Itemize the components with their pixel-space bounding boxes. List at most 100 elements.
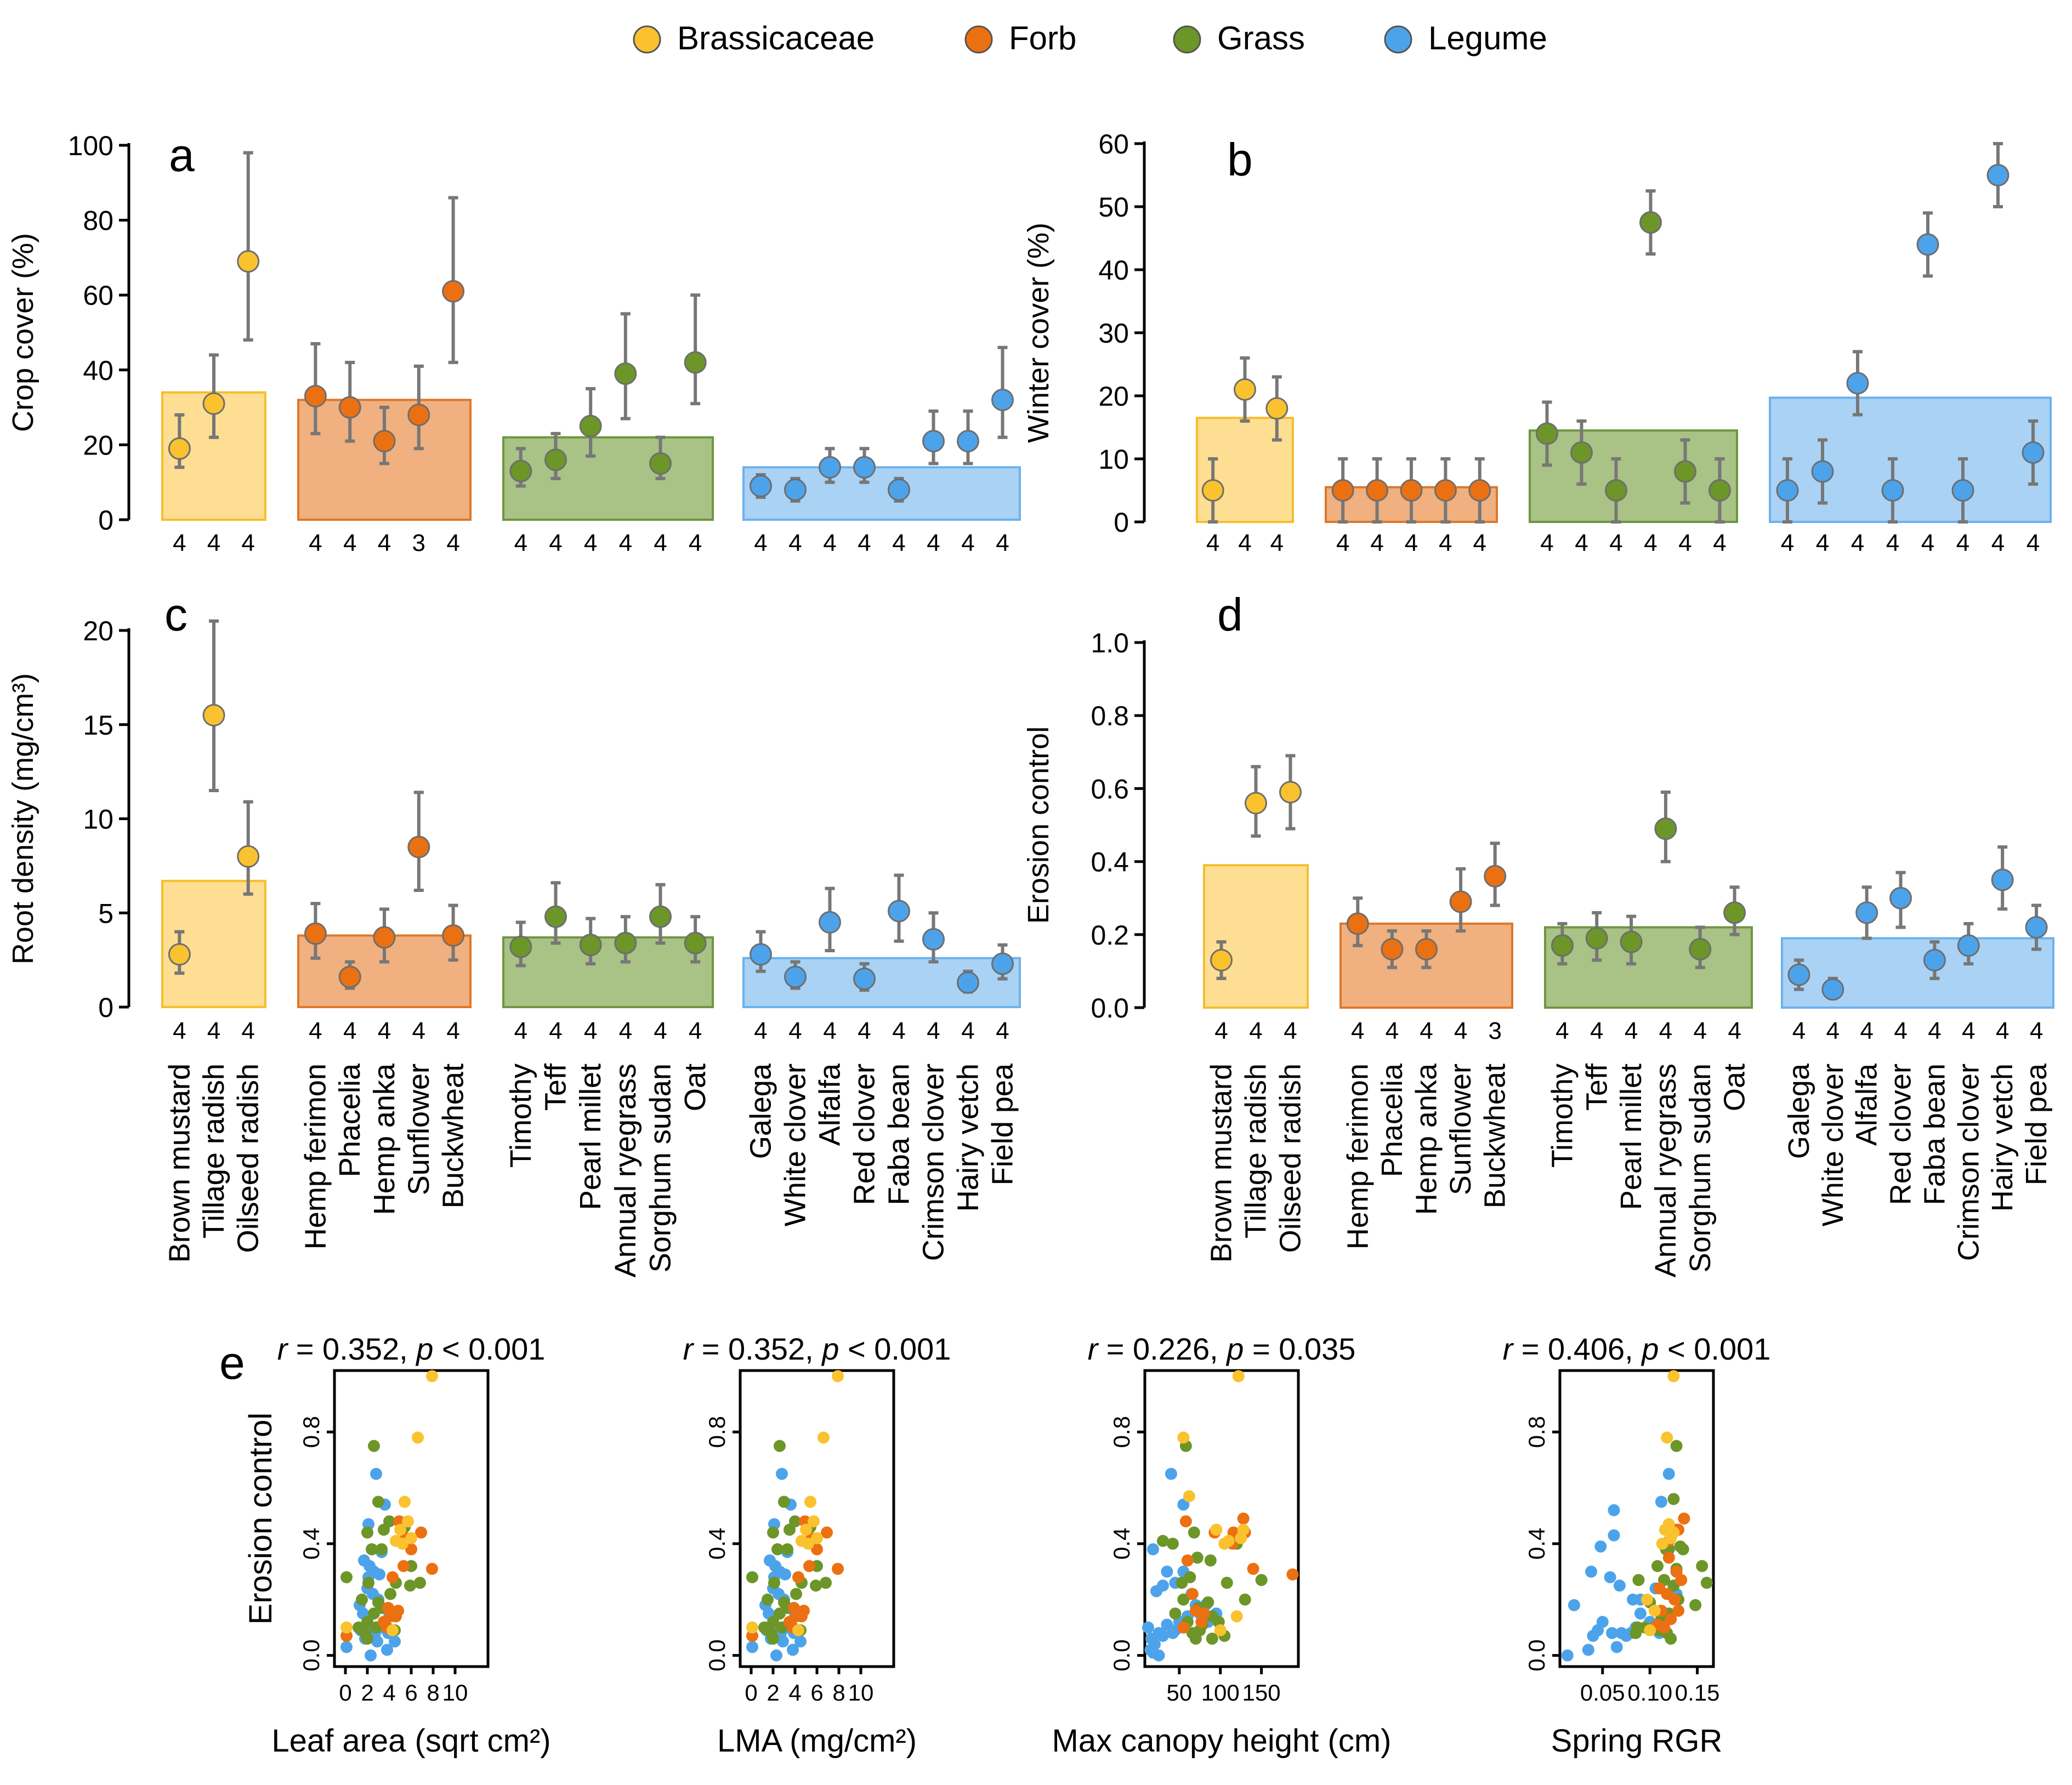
species-label: Faba bean [1918, 1064, 1951, 1205]
stat-r-symbol: r [1088, 1332, 1099, 1366]
scatter-point-brassicaceae [1232, 1370, 1245, 1383]
scatter-point-legume [1608, 1504, 1620, 1516]
species-label: Hemp ferimon [299, 1064, 332, 1249]
species-label: Timothy [1546, 1064, 1579, 1168]
scatter-point-forb [1653, 1582, 1666, 1595]
scatter-point-legume [794, 1635, 807, 1648]
species-label: Oilseed radish [232, 1064, 265, 1253]
sample-size-label: 4 [1991, 530, 2005, 556]
scatter-point-brassicaceae [1214, 1624, 1227, 1636]
scatter-point-legume [365, 1649, 377, 1662]
scatter-point-grass [1239, 1593, 1251, 1606]
scatter-point-legume [1146, 1543, 1159, 1556]
scatter-point-brassicaceae [340, 1621, 353, 1634]
stat-r-symbol: r [683, 1332, 695, 1366]
scatter-point-brassicaceae [832, 1370, 844, 1383]
data-point-brassicaceae [202, 392, 225, 415]
data-point-legume [1787, 963, 1810, 986]
data-point-brassicaceae [237, 845, 260, 868]
scatter-point-grass [810, 1579, 822, 1592]
species-label: Brown mustard [163, 1064, 196, 1263]
scatter-point-grass [1177, 1593, 1190, 1606]
scatter-point-grass [404, 1579, 416, 1592]
data-point-legume [922, 928, 945, 951]
scatter-point-forb [803, 1560, 815, 1572]
scatter-point-forb [1197, 1607, 1210, 1620]
sample-size-label: 4 [788, 530, 802, 556]
y-tick-label: 0.4 [1091, 847, 1129, 878]
scatter-point-forb [1662, 1551, 1675, 1564]
scatter-point-brassicaceae [1183, 1490, 1195, 1503]
sample-size-label: 4 [1678, 530, 1691, 556]
scatter-point-grass [383, 1515, 395, 1528]
data-point-forb [442, 924, 465, 947]
scatter-point-brassicaceae [1667, 1370, 1680, 1383]
scatter-point-forb [387, 1571, 399, 1583]
family-mean-bar-grass [1529, 429, 1738, 523]
scatter-point-grass [1156, 1534, 1169, 1547]
x-tick-label: 4 [788, 1680, 801, 1706]
data-point-brassicaceae [237, 250, 260, 273]
scatter-point-grass [1184, 1571, 1196, 1583]
family-mean-bar-grass [502, 936, 714, 1009]
y-tick-label: 5 [98, 898, 113, 929]
panel-label: b [1227, 134, 1253, 185]
scatter-point-forb [832, 1562, 844, 1575]
scatter-point-grass [767, 1526, 779, 1539]
sample-size-label: 4 [1270, 530, 1284, 556]
scatter-point-grass [1202, 1596, 1214, 1608]
scatter-point-brassicaceae [1667, 1526, 1680, 1539]
y-tick-label: 0.0 [704, 1639, 730, 1671]
species-label: Teff [1580, 1063, 1613, 1111]
scatter-point-grass [376, 1543, 388, 1556]
legend-swatch-forb [964, 25, 993, 54]
x-tick-label: 10 [442, 1680, 468, 1706]
sample-size-label: 4 [823, 1017, 836, 1044]
scatter-point-forb [1670, 1565, 1683, 1578]
x-tick-label: 0.05 [1580, 1680, 1625, 1706]
y-tick-label: 0.4 [1109, 1528, 1134, 1560]
data-point-legume [888, 900, 910, 923]
data-point-legume [991, 952, 1014, 975]
data-point-legume [1957, 934, 1980, 957]
y-tick-label: 100 [68, 130, 113, 161]
scatter-point-forb [1177, 1621, 1190, 1634]
correlation-title: r = 0.226, p = 0.035 [1088, 1332, 1356, 1366]
scatter-point-grass [762, 1593, 774, 1606]
data-point-forb [338, 965, 361, 988]
correlation-title: r = 0.352, p < 0.001 [683, 1332, 951, 1366]
data-point-grass [1674, 460, 1696, 483]
species-label: Galega [1783, 1063, 1815, 1159]
species-label: Timothy [504, 1064, 537, 1168]
species-label: Buckwheat [437, 1064, 470, 1208]
sample-size-label: 4 [1206, 530, 1219, 556]
scatter-point-legume [1662, 1468, 1675, 1480]
sample-size-label: 4 [1625, 1017, 1638, 1044]
data-point-grass [1654, 817, 1677, 840]
panel-label: e [219, 1337, 245, 1389]
scatter-point-brassicaceae [426, 1370, 438, 1383]
species-label: Pearl millet [574, 1064, 607, 1210]
scatter-point-legume [1655, 1496, 1667, 1508]
stat-p-value: < 0.001 [433, 1332, 545, 1366]
x-tick-label: 10 [848, 1680, 874, 1706]
scatter-point-brassicaceae [1230, 1610, 1243, 1623]
sample-size-label: 4 [1420, 1017, 1433, 1044]
data-point-legume [922, 430, 945, 453]
sample-size-label: 4 [514, 530, 527, 556]
family-mean-bar-brassicaceae [1203, 864, 1309, 1009]
data-point-legume [1776, 479, 1799, 502]
data-point-grass [614, 931, 637, 954]
data-point-forb [407, 403, 430, 427]
sample-size-label: 4 [343, 1017, 356, 1044]
data-point-brassicaceae [1245, 792, 1267, 815]
x-tick-label: 2 [767, 1680, 779, 1706]
data-point-legume [1889, 886, 1912, 909]
y-axis-label: Winter cover (%) [1022, 223, 1055, 443]
x-tick-label: 6 [405, 1680, 417, 1706]
stat-r-value: = 0.226, [1098, 1332, 1227, 1366]
legend-label-brassicaceae: Brassicaceae [677, 20, 875, 56]
data-point-grass [1708, 479, 1731, 502]
y-tick-label: 0.0 [298, 1639, 324, 1671]
data-point-forb [1346, 912, 1369, 935]
